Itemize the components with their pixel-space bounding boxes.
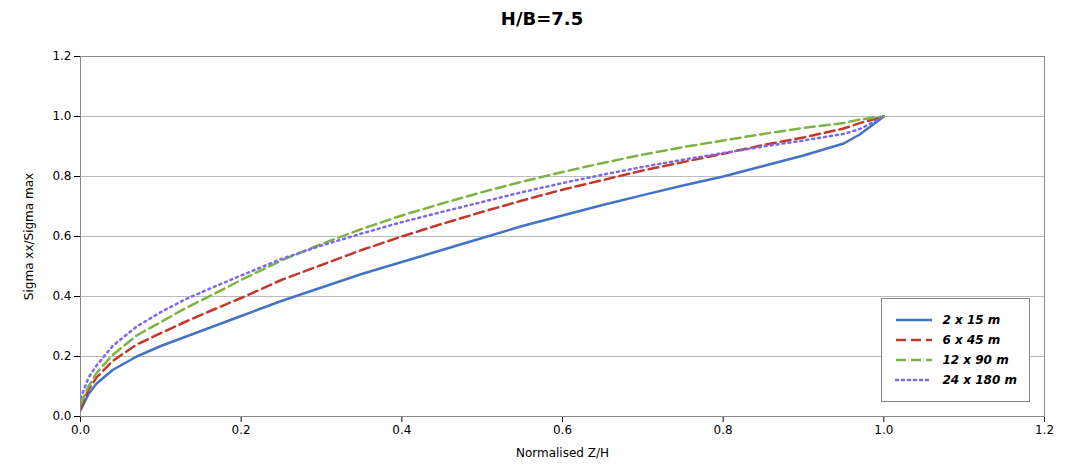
html-text:24 x 180 m: 24 x 180 m: [942, 373, 1017, 387]
svg-text:0.2: 0.2: [232, 423, 251, 437]
svg-text:1.2: 1.2: [52, 49, 71, 63]
html-text:6 x 45 m: 6 x 45 m: [942, 333, 1001, 347]
svg-text:1.2: 1.2: [1035, 423, 1054, 437]
svg-text:0.8: 0.8: [714, 423, 733, 437]
svg-text:Sigma xx/Sigma max: Sigma xx/Sigma max: [22, 173, 36, 300]
svg-text:0.6: 0.6: [52, 229, 71, 243]
svg-text:Normalised Z/H: Normalised Z/H: [516, 446, 609, 460]
svg-text:0.6: 0.6: [553, 423, 572, 437]
svg-text:0.0: 0.0: [71, 423, 90, 437]
html-text:H/B=7.5: H/B=7.5: [500, 8, 584, 29]
svg-text:0.2: 0.2: [52, 349, 71, 363]
svg-text:1.0: 1.0: [874, 423, 893, 437]
svg-text:0.0: 0.0: [52, 409, 71, 423]
html-text:2 x 15 m: 2 x 15 m: [942, 313, 1001, 327]
svg-text:0.8: 0.8: [52, 169, 71, 183]
svg-text:0.4: 0.4: [52, 289, 71, 303]
svg-text:0.4: 0.4: [392, 423, 411, 437]
html-text:12 x 90 m: 12 x 90 m: [942, 353, 1009, 367]
svg-text:1.0: 1.0: [52, 109, 71, 123]
